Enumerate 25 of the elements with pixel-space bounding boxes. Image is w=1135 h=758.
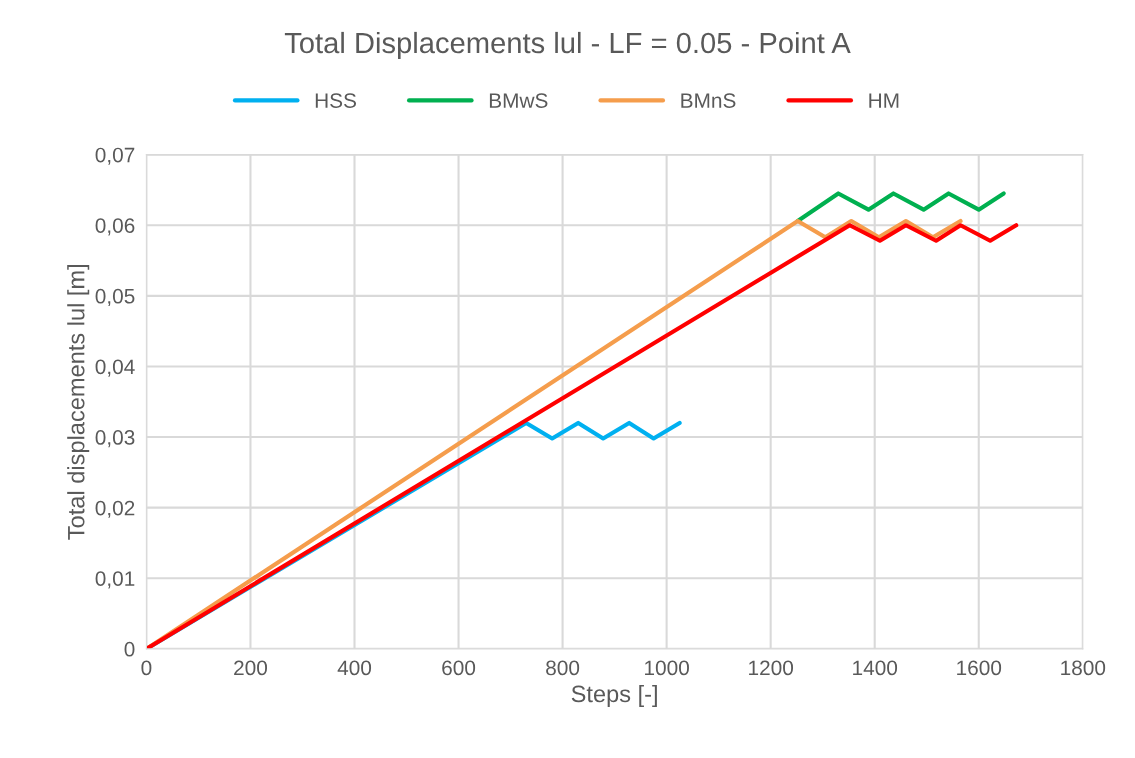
x-tick-label: 800 bbox=[546, 660, 580, 676]
x-tick-label: 1200 bbox=[749, 660, 794, 676]
legend-label: HSS bbox=[315, 93, 357, 108]
y-tick-label: 0,01 bbox=[95, 571, 135, 589]
y-tick-label: 0,06 bbox=[95, 218, 135, 236]
chart-title: Total Displacements lul - LF = 0.05 - Point A bbox=[284, 31, 851, 60]
y-tick-label: 0,05 bbox=[95, 288, 135, 307]
x-tick-label: 1800 bbox=[1061, 660, 1106, 676]
x-tick-label: 200 bbox=[234, 660, 268, 676]
legend-label: BMwS bbox=[489, 93, 548, 108]
x-tick-label: 0 bbox=[141, 660, 152, 676]
x-tick-label: 600 bbox=[442, 660, 476, 676]
y-tick-label: 0,02 bbox=[95, 500, 135, 518]
legend-label: BMnS bbox=[681, 93, 736, 108]
y-tick-label: 0 bbox=[124, 641, 135, 657]
y-tick-label: 0,04 bbox=[95, 359, 135, 377]
y-tick-label: 0,03 bbox=[95, 430, 135, 448]
legend-label: HM bbox=[869, 93, 899, 108]
x-tick-label: 400 bbox=[337, 660, 372, 676]
y-axis-title: Total displacements lul [m] bbox=[67, 264, 90, 540]
x-tick-label: 1600 bbox=[957, 660, 1002, 676]
x-tick-label: 1400 bbox=[853, 660, 898, 676]
x-tick-label: 1000 bbox=[645, 660, 689, 676]
x-axis-title: Steps [-] bbox=[571, 684, 657, 707]
y-tick-label: 0,07 bbox=[95, 147, 135, 165]
